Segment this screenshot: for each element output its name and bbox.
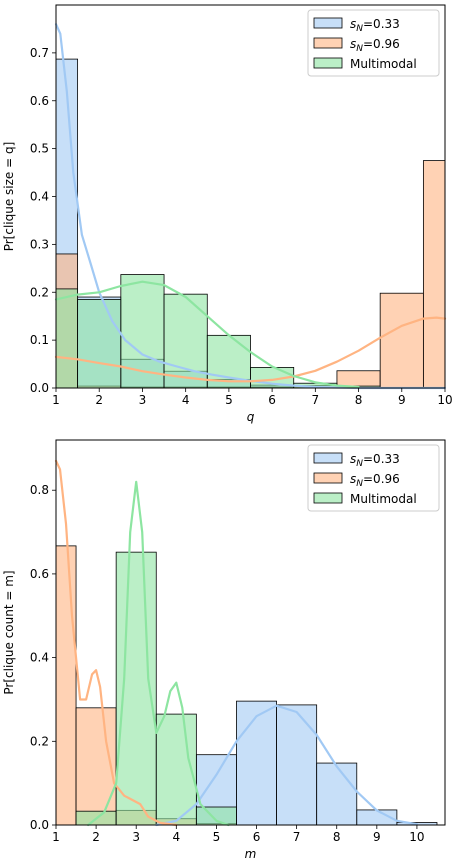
histogram-bar [75,707,117,826]
x-tick-label: 4 [182,393,190,407]
histogram-bar [55,288,79,389]
y-axis-label: Pr[clique size = q] [2,142,16,252]
y-tick-label: 0.0 [30,818,49,832]
kde-line-3 [54,280,360,389]
kde-line-2 [54,459,178,827]
y-tick-label: 0.3 [30,237,49,251]
x-tick-label: 4 [172,830,180,844]
x-axis-label: m [245,847,257,861]
x-tick-label: 1 [52,393,60,407]
y-tick-label: 0.6 [30,94,49,108]
x-tick-label: 2 [95,393,103,407]
x-tick-label: 1 [52,830,60,844]
kde-line-2 [54,316,447,383]
legend-label: Multimodal [350,492,417,506]
legend-label: sN=0.33 [350,452,400,469]
x-tick-label: 3 [139,393,147,407]
x-tick-label: 8 [355,393,363,407]
kde-line-3 [87,480,230,827]
legend-swatch [313,472,343,484]
bar-series-3 [55,274,381,389]
y-tick-label: 0.1 [30,333,49,347]
kde-line-1 [54,23,447,390]
histogram-bar [236,700,277,826]
y-tick-label: 0.7 [30,46,49,60]
legend-swatch [313,492,343,504]
x-tick-label: 8 [333,830,341,844]
histogram-bar [316,762,358,826]
y-axis-label: Pr[clique count = m] [2,570,16,694]
x-tick-label: 3 [132,830,140,844]
x-tick-label: 9 [373,830,381,844]
histogram-bar [195,806,237,826]
y-tick-label: 0.4 [30,190,49,204]
x-tick-label: 5 [213,830,221,844]
y-tick-label: 0.8 [30,483,49,497]
legend-swatch [313,17,343,29]
y-tick-label: 0.4 [30,651,49,665]
legend-label: sN=0.33 [350,17,400,34]
histogram-bar [55,545,77,826]
x-tick-label: 6 [268,393,276,407]
x-tick-label: 7 [293,830,301,844]
legend-label: sN=0.96 [350,472,400,489]
x-tick-label: 10 [409,830,424,844]
x-tick-label: 10 [437,393,452,407]
legend: sN=0.33 sN=0.96 Multimodal [307,9,440,77]
histogram-bar [163,293,208,389]
x-tick-label: 9 [398,393,406,407]
y-tick-label: 0.0 [30,381,49,395]
axes-frame [55,439,446,826]
chart-panel-1: 1 2 3 4 5 6 7 8 9 10 0.0 0.1 0.2 0.3 0.4 0.5 0.6 0.7 q Pr[c… [2,4,453,424]
legend-swatch [313,452,343,464]
legend-label: Multimodal [350,57,417,71]
legend-swatch [313,57,343,69]
x-tick-label: 6 [253,830,261,844]
x-tick-label: 5 [225,393,233,407]
histogram-bar [422,160,446,389]
histogram-bar [276,704,318,826]
x-tick-label: 7 [312,393,320,407]
histogram-bar [155,713,197,826]
histogram-bar [77,299,122,389]
y-tick-label: 0.2 [30,285,49,299]
histogram-bar [379,292,424,389]
x-axis-label: q [247,410,255,424]
y-tick-label: 0.6 [30,567,49,581]
chart-panel-2: 1 2 3 4 5 6 7 8 9 10 0.0 0.2 0.4 0.6 0.8 m Pr[clique cou… [2,439,446,861]
y-tick-label: 0.2 [30,734,49,748]
x-tick-label: 2 [92,830,100,844]
legend-label: sN=0.96 [350,37,400,54]
legend: sN=0.33 sN=0.96 Multimodal [307,444,440,512]
bar-series-1 [195,700,438,826]
legend-swatch [313,37,343,49]
y-tick-label: 0.5 [30,142,49,156]
